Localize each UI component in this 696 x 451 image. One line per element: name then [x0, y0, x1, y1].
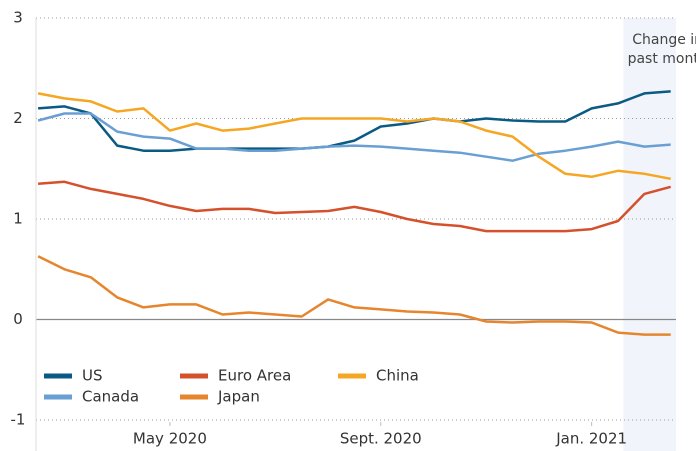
annotation: past month [628, 51, 696, 67]
y-tick-label: 2 [13, 109, 23, 127]
series-line [37, 92, 671, 181]
x-tick-label: Jan. 2021 [555, 430, 627, 448]
legend-label: Euro Area [218, 367, 291, 385]
legend-label: Japan [217, 388, 260, 406]
y-tick-label: 1 [13, 210, 23, 228]
series-line [37, 112, 671, 162]
legend-label: China [376, 367, 419, 385]
legend-label: US [82, 367, 103, 385]
annotation: Change in [632, 32, 696, 48]
x-tick-label: Sept. 2020 [340, 430, 422, 448]
highlight-band [623, 18, 676, 451]
y-tick-label: -1 [11, 411, 26, 429]
y-tick-label: 3 [13, 9, 23, 27]
series-line [38, 180, 672, 233]
series-line [37, 255, 671, 336]
x-tick-label: May 2020 [133, 430, 207, 448]
legend-label: Canada [82, 388, 139, 406]
series-line [38, 90, 671, 152]
y-tick-label: 0 [13, 310, 23, 328]
